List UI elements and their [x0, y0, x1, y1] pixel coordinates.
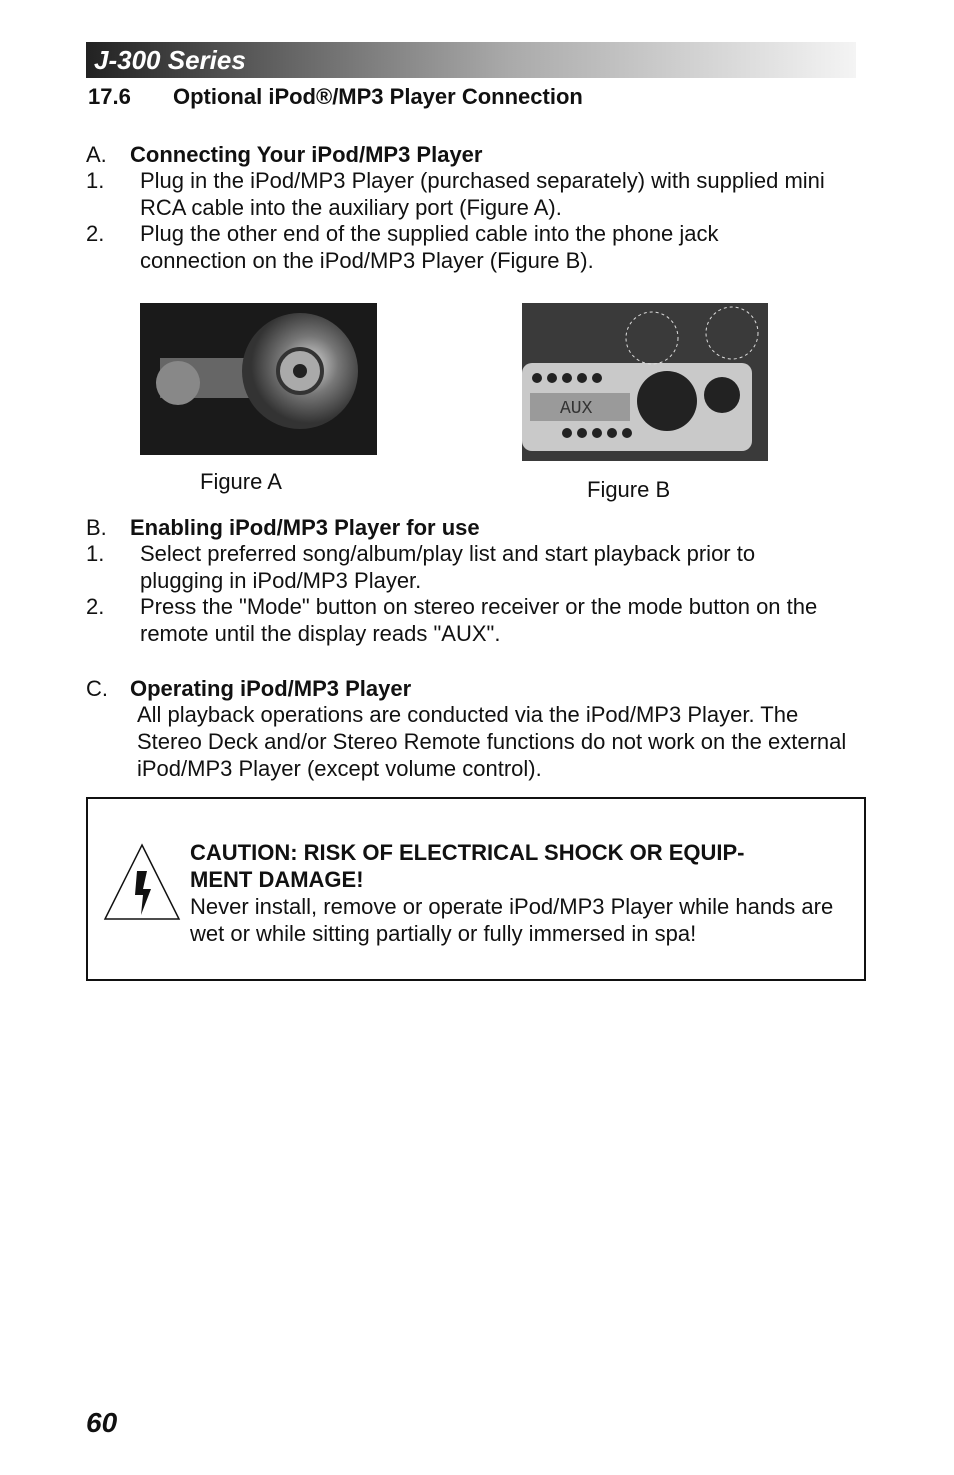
caution-box: CAUTION: RISK OF ELECTRICAL SHOCK OR EQU… [86, 797, 866, 981]
paragraph: All playback operations are conducted vi… [137, 702, 847, 781]
caution-title: MENT DAMAGE! [190, 867, 364, 892]
figure-caption: Figure A [200, 469, 282, 494]
item-text: Select preferred song/album/play list an… [140, 541, 756, 593]
section-title: Optional iPod®/MP3 Player Connection [173, 84, 583, 109]
caution-title: CAUTION: RISK OF ELECTRICAL SHOCK OR EQU… [190, 840, 745, 865]
item-number: 1. [86, 541, 105, 566]
sub-title: Operating iPod/MP3 Player [130, 676, 412, 701]
header-bar: J-300 Series [86, 42, 856, 78]
warning-icon [103, 843, 181, 920]
figure-a-photo [140, 303, 377, 455]
page-number: 60 [86, 1407, 118, 1438]
sub-letter: B. [86, 515, 107, 540]
item-number: 2. [86, 221, 105, 246]
sub-title: Connecting Your iPod/MP3 Player [130, 142, 483, 167]
sub-title: Enabling iPod/MP3 Player for use [130, 515, 480, 540]
series-title: J-300 Series [94, 45, 246, 75]
item-number: 1. [86, 168, 105, 193]
sub-letter: C. [86, 676, 108, 701]
svg-text:AUX: AUX [560, 399, 593, 419]
item-text: Plug in the iPod/MP3 Player (purchased s… [140, 168, 825, 220]
sub-letter: A. [86, 142, 107, 167]
item-text: Plug the other end of the supplied cable… [140, 221, 719, 273]
caution-text: Never install, remove or operate iPod/MP… [190, 894, 834, 946]
figure-caption: Figure B [587, 477, 671, 502]
figure-b-photo: AUX [522, 303, 768, 461]
item-number: 2. [86, 594, 105, 619]
item-text: Press the "Mode" button on stereo receiv… [140, 594, 818, 646]
section-number: 17.6 [88, 84, 131, 109]
